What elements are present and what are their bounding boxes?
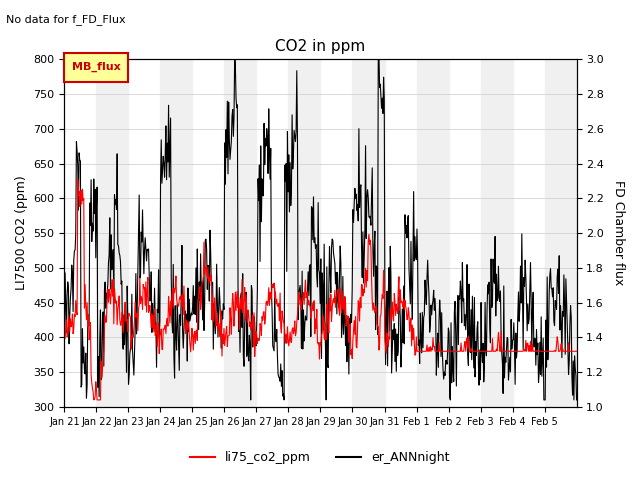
Legend: li75_co2_ppm, er_ANNnight: li75_co2_ppm, er_ANNnight [186,446,454,469]
Bar [97,60,129,407]
Title: CO2 in ppm: CO2 in ppm [275,39,365,54]
Bar [417,60,449,407]
Y-axis label: FD Chamber flux: FD Chamber flux [612,180,625,286]
Bar [225,60,257,407]
Bar [353,60,385,407]
Bar [545,60,577,407]
Bar [289,60,321,407]
Text: No data for f_FD_Flux: No data for f_FD_Flux [6,14,126,25]
Bar [161,60,193,407]
Text: MB_flux: MB_flux [72,62,120,72]
Bar [481,60,513,407]
Y-axis label: LI7500 CO2 (ppm): LI7500 CO2 (ppm) [15,176,28,290]
